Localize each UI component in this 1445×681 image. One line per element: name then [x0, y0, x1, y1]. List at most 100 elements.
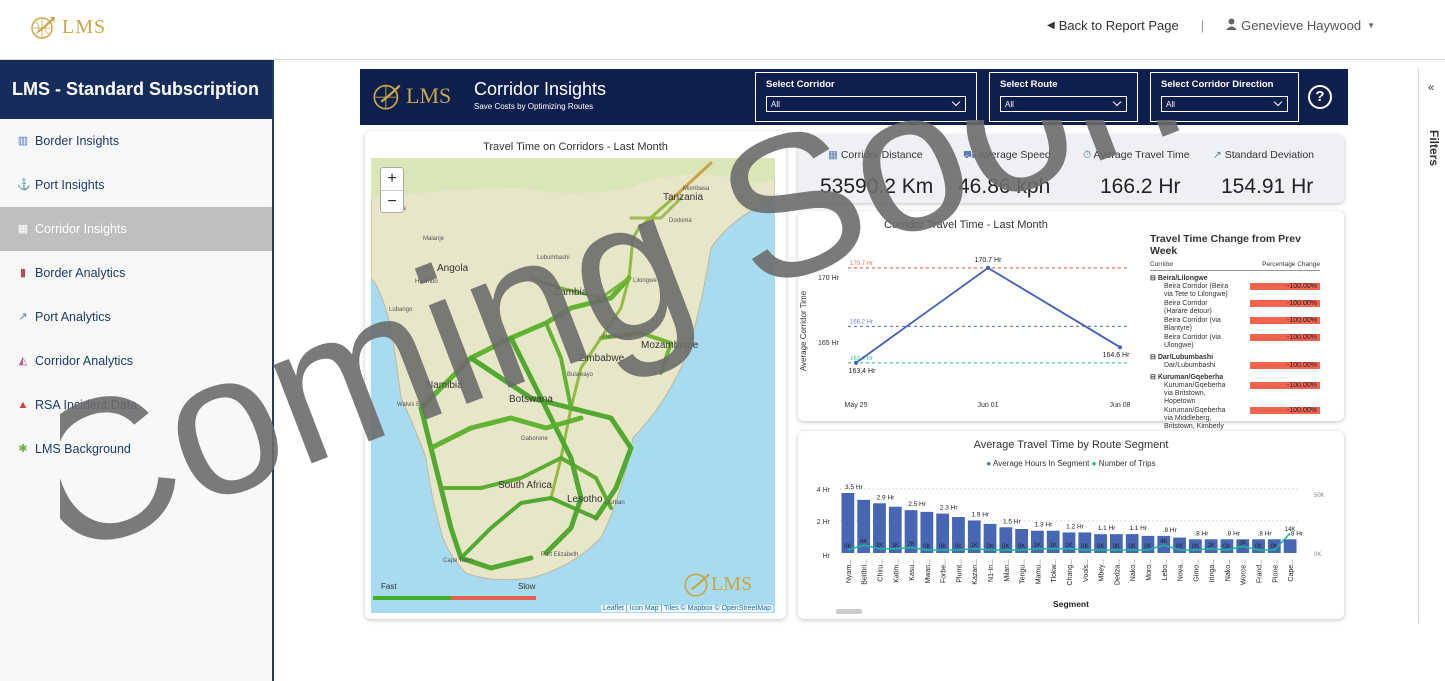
table-row[interactable]: Beira Corridor (Beira via Tete to Lilong… — [1150, 283, 1320, 299]
sidebar-item-port-analytics[interactable]: ↗ Port Analytics — [0, 295, 272, 339]
bar[interactable] — [888, 506, 902, 553]
bar[interactable] — [873, 503, 886, 553]
data-point[interactable] — [1118, 345, 1122, 350]
corridor-route[interactable] — [549, 198, 673, 500]
horizontal-scrollbar[interactable] — [836, 609, 862, 614]
user-menu[interactable]: Genevieve Haywood — [1241, 18, 1362, 33]
corridor-route[interactable] — [428, 415, 584, 451]
app-logo[interactable]: LMS — [30, 14, 106, 40]
trip-label: 1K — [1034, 543, 1041, 549]
trip-label: 0K — [923, 544, 930, 550]
report-title-block: Corridor Insights Save Costs by Optimizi… — [474, 79, 606, 111]
bar[interactable] — [904, 510, 918, 553]
trip-label: 0K — [1129, 544, 1136, 550]
bar[interactable] — [857, 499, 871, 553]
chevron-down-icon[interactable]: ▼ — [1367, 21, 1375, 30]
data-point[interactable] — [986, 265, 990, 270]
sidebar-item-rsa-incident-data[interactable]: ▲ RSA Incident Data — [0, 383, 272, 427]
data-point[interactable] — [854, 360, 858, 365]
bar[interactable] — [1125, 534, 1139, 553]
table-row[interactable]: Beira Corridor (via Blantyre) -100.00% — [1150, 317, 1320, 333]
sidebar-item-border-insights[interactable]: ▥ Border Insights — [0, 119, 272, 163]
row-corridor: Kuruman/Gqeberha via Middleberg, Britsto… — [1164, 407, 1226, 430]
series-line[interactable] — [855, 266, 1121, 364]
corridor-route[interactable] — [418, 275, 632, 411]
bar[interactable] — [1283, 539, 1297, 553]
sidebar-item-border-analytics[interactable]: ▮ Border Analytics — [0, 251, 272, 295]
bar[interactable] — [983, 523, 997, 553]
kpi-label-text: Average Speed — [978, 149, 1051, 161]
city-label: Durban — [605, 500, 625, 506]
corridor-dropdown[interactable]: All — [766, 96, 966, 112]
direction-dropdown[interactable]: All — [1161, 96, 1288, 112]
corridor-slicer: Select Corridor All — [755, 72, 977, 122]
corridor-route[interactable] — [544, 321, 573, 410]
bar[interactable] — [1094, 534, 1107, 553]
zoom-in-button[interactable]: + — [387, 170, 397, 187]
collapse-icon[interactable]: ⊟ — [1150, 374, 1158, 381]
sidebar-item-port-insights[interactable]: ⚓ Port Insights — [0, 163, 272, 207]
trip-label: 0K — [1113, 544, 1120, 550]
table-group[interactable]: ⊟ Kuruman/Gqeberha — [1150, 373, 1320, 381]
trip-label: 0K — [1192, 544, 1199, 550]
filters-pane[interactable]: « Filters — [1418, 68, 1445, 623]
bar[interactable] — [967, 520, 981, 553]
bar-label: .8 Hr — [1163, 527, 1178, 534]
country-label: Zambia — [554, 287, 588, 298]
table-group[interactable]: ⊟ Beira/Lilongwe — [1150, 274, 1320, 282]
bar-label: 1.3 Hr — [1035, 522, 1054, 529]
bar[interactable] — [936, 513, 950, 553]
corridor-route[interactable] — [669, 161, 713, 202]
bar[interactable] — [1062, 532, 1076, 553]
bar[interactable] — [1046, 530, 1060, 553]
corridor-route[interactable] — [599, 331, 673, 375]
bar-label: 1.1 Hr — [1129, 525, 1148, 532]
city-label: Walvis Bay — [397, 402, 426, 408]
bar[interactable] — [1031, 530, 1044, 553]
bar[interactable] — [1015, 529, 1029, 553]
back-to-report-link[interactable]: Back to Report Page — [1058, 18, 1179, 33]
corridor-route[interactable] — [629, 196, 683, 220]
kpi-value: 53590.2 Km — [820, 175, 934, 198]
table-row[interactable]: Kuruman/Gqeberha via Middleberg, Britsto… — [1150, 407, 1320, 431]
bar[interactable] — [952, 517, 965, 553]
bar[interactable] — [999, 527, 1013, 553]
direction-slicer-label: Select Corridor Direction — [1161, 79, 1274, 90]
table-row[interactable]: Beira Corridor (via Ulongwe) -100.00% — [1150, 334, 1320, 350]
table-row[interactable]: Beira Corridor (Harare detour) -100.00% — [1150, 300, 1320, 316]
corridor-route[interactable] — [508, 335, 584, 556]
legend-dot-avg: ● — [986, 459, 992, 468]
trips-line[interactable] — [847, 532, 1291, 551]
sidebar-item-corridor-insights[interactable]: ▦ Corridor Insights — [0, 207, 272, 251]
collapse-icon[interactable]: ⊟ — [1150, 354, 1158, 361]
sidebar-item-corridor-analytics[interactable]: ◭ Corridor Analytics — [0, 339, 272, 383]
kpi-label-text: Corridor Distance — [840, 149, 923, 161]
zoom-out-button[interactable]: − — [381, 190, 403, 212]
category-label: Mamu... — [1035, 559, 1042, 584]
corridor-route[interactable] — [439, 456, 613, 510]
corridor-route[interactable] — [529, 276, 631, 300]
map-attribution[interactable]: Leaflet | Icon Map | Tiles © Mapbox © Op… — [600, 605, 773, 612]
bar[interactable] — [920, 511, 934, 553]
collapse-filters-icon[interactable]: « — [1428, 82, 1435, 94]
table-row[interactable]: Kuruman/Gqeberha via Britstown, Hopetown… — [1150, 382, 1320, 406]
col-corridor[interactable]: Corridor — [1150, 261, 1174, 268]
col-percentage-change[interactable]: Percentage Change — [1262, 261, 1320, 268]
table-group[interactable]: ⊟ Dar/Lubumbashi — [1150, 353, 1320, 361]
row-corridor: Beira Corridor (via Ulongwe) — [1164, 334, 1221, 349]
help-button[interactable]: ? — [1308, 85, 1332, 109]
bar[interactable] — [1078, 532, 1092, 553]
filters-label[interactable]: Filters — [1427, 130, 1441, 167]
table-row[interactable]: Dar/Lubumbashi -100.00% — [1150, 362, 1320, 370]
corridor-route[interactable] — [459, 496, 598, 560]
bar[interactable] — [841, 493, 855, 553]
map-logo: LMS — [683, 570, 752, 598]
route-slicer-label: Select Route — [1000, 79, 1058, 90]
sidebar-item-lms-background[interactable]: ✱ LMS Background — [0, 427, 272, 471]
corridor-route[interactable] — [468, 355, 634, 521]
corridor-map[interactable]: Tanzania Angola Zambia Zimbabwe Mozambique Na… — [371, 158, 775, 613]
collapse-icon[interactable]: ⊟ — [1150, 275, 1158, 282]
bar[interactable] — [1109, 534, 1123, 553]
map-canvas[interactable]: Tanzania Angola Zambia Zimbabwe Mozambique Na… — [371, 158, 775, 613]
route-dropdown[interactable]: All — [1000, 96, 1127, 112]
